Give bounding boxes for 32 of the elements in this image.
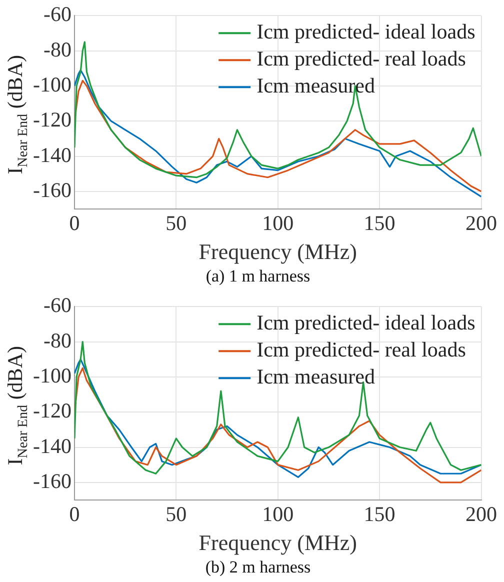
y-tick-label: -120	[32, 108, 72, 132]
x-tick-label: 0	[69, 211, 80, 236]
y-tick-label: -140	[32, 142, 72, 167]
x-tick-label: 50	[166, 502, 187, 526]
y-tick-label: -60	[43, 293, 72, 318]
y-tick-label: -140	[32, 434, 72, 458]
x-axis-title: Frequency (MHz)	[198, 530, 357, 556]
x-tick-label: 200	[466, 502, 497, 526]
y-tick-label: -100	[32, 72, 72, 96]
x-tick-label: 100	[262, 502, 294, 526]
x-tick-label: 150	[364, 502, 396, 526]
y-tick-label: -80	[43, 37, 72, 62]
legend-label: Icm predicted- ideal loads	[256, 20, 476, 44]
legend-label: Icm predicted- real loads	[256, 338, 466, 362]
x-tick-label: 50	[166, 211, 187, 236]
legend-label: Icm measured	[256, 74, 376, 98]
y-tick-label: -160	[32, 178, 72, 202]
legend-label: Icm predicted- real loads	[256, 46, 466, 71]
x-tick-label: 150	[364, 211, 396, 236]
legend-label: Icm measured	[256, 364, 376, 389]
x-tick-label: 100	[262, 211, 294, 236]
y-tick-label: -160	[32, 468, 72, 493]
y-tick-label: -60	[43, 2, 72, 26]
x-tick-label: 0	[69, 502, 80, 526]
x-axis-title: Frequency (MHz)	[198, 239, 357, 264]
y-tick-label: -80	[43, 328, 72, 352]
text: (b) 2 m harness	[205, 557, 311, 576]
legend-label: Icm predicted- ideal loads	[256, 310, 476, 335]
text: (a) 1 m harness	[206, 266, 310, 286]
y-tick-label: -120	[32, 398, 72, 423]
x-tick-label: 200	[466, 211, 497, 236]
y-tick-label: -100	[32, 363, 72, 388]
